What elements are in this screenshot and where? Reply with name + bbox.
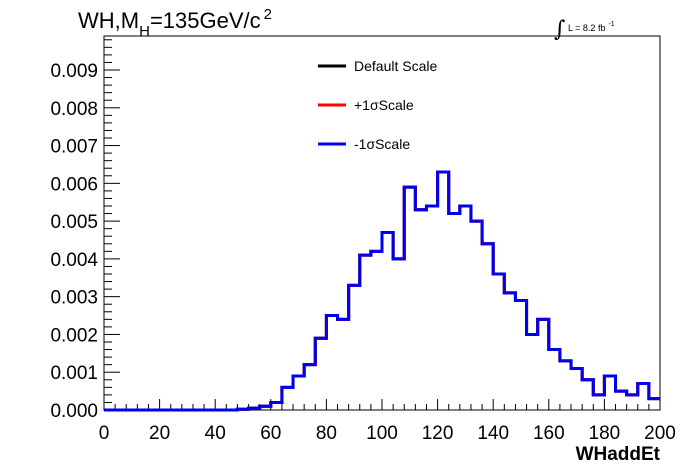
title-superscript: 2 xyxy=(264,6,272,23)
integral-symbol: ∫ xyxy=(554,17,566,42)
svg-text:WH,MH=135GeV/c2: WH,MH=135GeV/c 2 xyxy=(78,6,272,40)
y-tick-label: 0.004 xyxy=(50,250,98,271)
series-group xyxy=(104,170,660,412)
x-axis-label: WHaddEt xyxy=(576,444,661,465)
y-tick-label: 0.008 xyxy=(50,99,98,120)
x-tick-label: 200 xyxy=(644,423,676,444)
x-tick-label: 140 xyxy=(477,423,509,444)
x-tick-label: 160 xyxy=(533,423,565,444)
y-tick-label: 0.001 xyxy=(50,363,98,384)
lumi-superscript: -1 xyxy=(608,21,614,28)
x-tick-label: 180 xyxy=(589,423,621,444)
y-tick-label: 0.000 xyxy=(50,401,98,422)
svg-text:L = 8.2 fb-1: L = 8.2 fb -1 xyxy=(568,21,615,33)
x-tick-label: 0 xyxy=(99,423,110,444)
y-axis: 0.000 0.001 0.002 0.003 0.004 0.005 0.006 0.007… xyxy=(50,36,120,422)
x-tick-label: 80 xyxy=(316,423,337,444)
x-axis: 0 20 40 60 80 100 120 140 160 180 200 xyxy=(99,399,676,444)
x-tick-label: 20 xyxy=(149,423,170,444)
series-line-3 xyxy=(104,170,660,412)
legend-label-1: Default Scale xyxy=(354,58,437,74)
legend-label-2: +1σScale xyxy=(354,97,414,113)
title-prefix: WH,M xyxy=(78,8,139,33)
title-main: =135GeV/c xyxy=(150,8,261,33)
y-tick-label: 0.005 xyxy=(50,212,98,233)
y-tick-label: 0.002 xyxy=(50,325,98,346)
chart-title: WH,MH=135GeV/c 2 xyxy=(78,6,272,40)
x-tick-label: 120 xyxy=(422,423,454,444)
plot-frame xyxy=(103,35,661,411)
series-line-1 xyxy=(104,170,660,412)
title-subscript: H xyxy=(139,23,150,40)
lumi-text: L = 8.2 fb xyxy=(568,23,605,33)
x-tick-label: 60 xyxy=(260,423,281,444)
x-tick-label: 100 xyxy=(366,423,398,444)
y-tick-label: 0.003 xyxy=(50,288,98,309)
y-tick-label: 0.006 xyxy=(50,174,98,195)
luminosity-label: ∫ L = 8.2 fb -1 xyxy=(554,17,615,42)
series-line-2 xyxy=(104,170,660,412)
y-tick-label: 0.009 xyxy=(50,61,98,82)
x-tick-label: 40 xyxy=(205,423,226,444)
y-tick-label: 0.007 xyxy=(50,137,98,158)
legend-label-3: -1σScale xyxy=(354,136,410,152)
legend: Default Scale +1σScale -1σScale xyxy=(318,58,437,152)
